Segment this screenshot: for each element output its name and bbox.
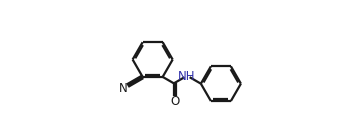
- Text: O: O: [170, 95, 179, 108]
- Text: N: N: [119, 82, 128, 95]
- Text: NH: NH: [177, 70, 195, 83]
